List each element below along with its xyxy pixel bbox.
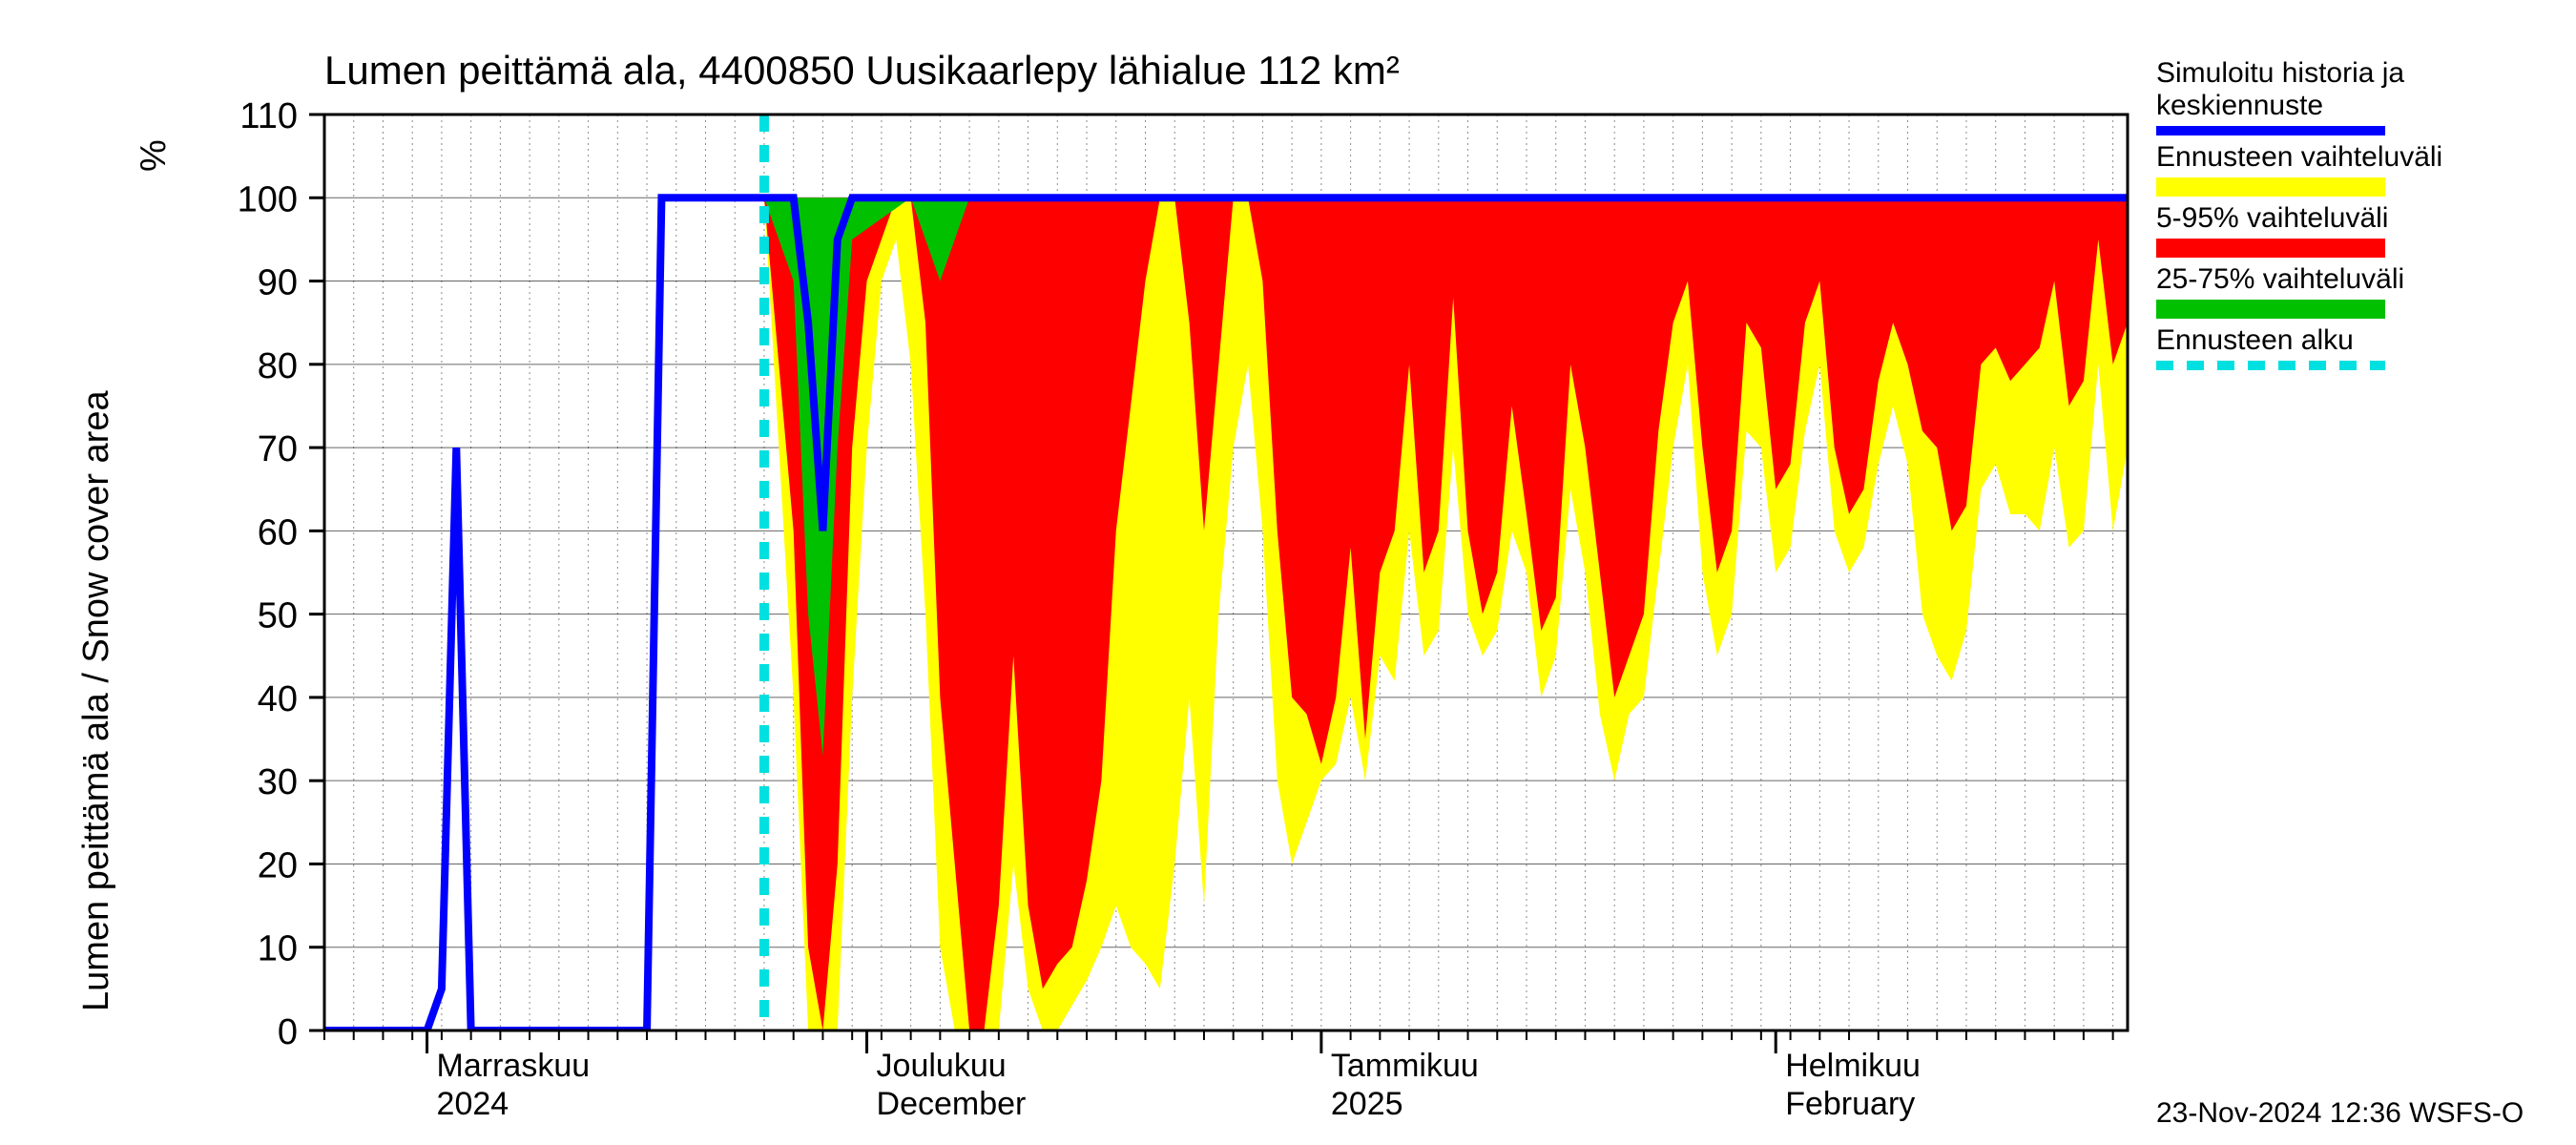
svg-text:Helmikuu: Helmikuu xyxy=(1785,1048,1921,1084)
svg-text:90: 90 xyxy=(258,263,298,303)
legend-label: keskiennuste xyxy=(2156,90,2442,122)
svg-text:70: 70 xyxy=(258,429,298,469)
y-axis-label-unit: % xyxy=(134,139,175,172)
svg-text:10: 10 xyxy=(258,929,298,969)
svg-text:80: 80 xyxy=(258,346,298,386)
svg-text:Tammikuu: Tammikuu xyxy=(1331,1048,1479,1084)
legend-item: Ennusteen alku xyxy=(2156,324,2442,370)
chart-stage: 0 10 20 30 40 50 60 70 80 90 100 110 Marraskuu2024 Jo… xyxy=(0,0,2576,1145)
svg-text:2025: 2025 xyxy=(1331,1086,1403,1122)
svg-text:December: December xyxy=(877,1086,1027,1122)
svg-text:Marraskuu: Marraskuu xyxy=(437,1048,591,1084)
timestamp: 23-Nov-2024 12:36 WSFS-O xyxy=(2156,1097,2524,1130)
legend-item: 5-95% vaihteluväli xyxy=(2156,202,2442,258)
svg-text:20: 20 xyxy=(258,845,298,885)
legend-item: 25-75% vaihteluväli xyxy=(2156,263,2442,319)
legend-swatch xyxy=(2156,126,2385,135)
svg-text:50: 50 xyxy=(258,596,298,636)
svg-text:Joulukuu: Joulukuu xyxy=(877,1048,1007,1084)
legend-item: Simuloitu historia jakeskiennuste xyxy=(2156,57,2442,135)
legend-item: Ennusteen vaihteluväli xyxy=(2156,141,2442,197)
legend-label: Simuloitu historia ja xyxy=(2156,57,2442,90)
legend-swatch xyxy=(2156,239,2385,258)
svg-text:110: 110 xyxy=(239,96,298,136)
legend-label: Ennusteen alku xyxy=(2156,324,2442,357)
svg-text:40: 40 xyxy=(258,679,298,719)
legend-swatch xyxy=(2156,177,2385,197)
svg-text:100: 100 xyxy=(238,179,298,219)
legend-swatch xyxy=(2156,361,2385,370)
legend-swatch xyxy=(2156,300,2385,319)
svg-text:0: 0 xyxy=(278,1012,298,1052)
svg-text:2024: 2024 xyxy=(437,1086,509,1122)
legend-label: Ennusteen vaihteluväli xyxy=(2156,141,2442,174)
legend: Simuloitu historia jakeskiennuste Ennuste… xyxy=(2156,57,2442,376)
svg-text:February: February xyxy=(1785,1086,1915,1122)
legend-label: 25-75% vaihteluväli xyxy=(2156,263,2442,296)
svg-text:30: 30 xyxy=(258,762,298,802)
chart-title: Lumen peittämä ala, 4400850 Uusikaarlepy… xyxy=(324,48,1400,94)
legend-label: 5-95% vaihteluväli xyxy=(2156,202,2442,235)
svg-text:60: 60 xyxy=(258,512,298,552)
y-axis-label-main: Lumen peittämä ala / Snow cover area xyxy=(76,390,117,1011)
